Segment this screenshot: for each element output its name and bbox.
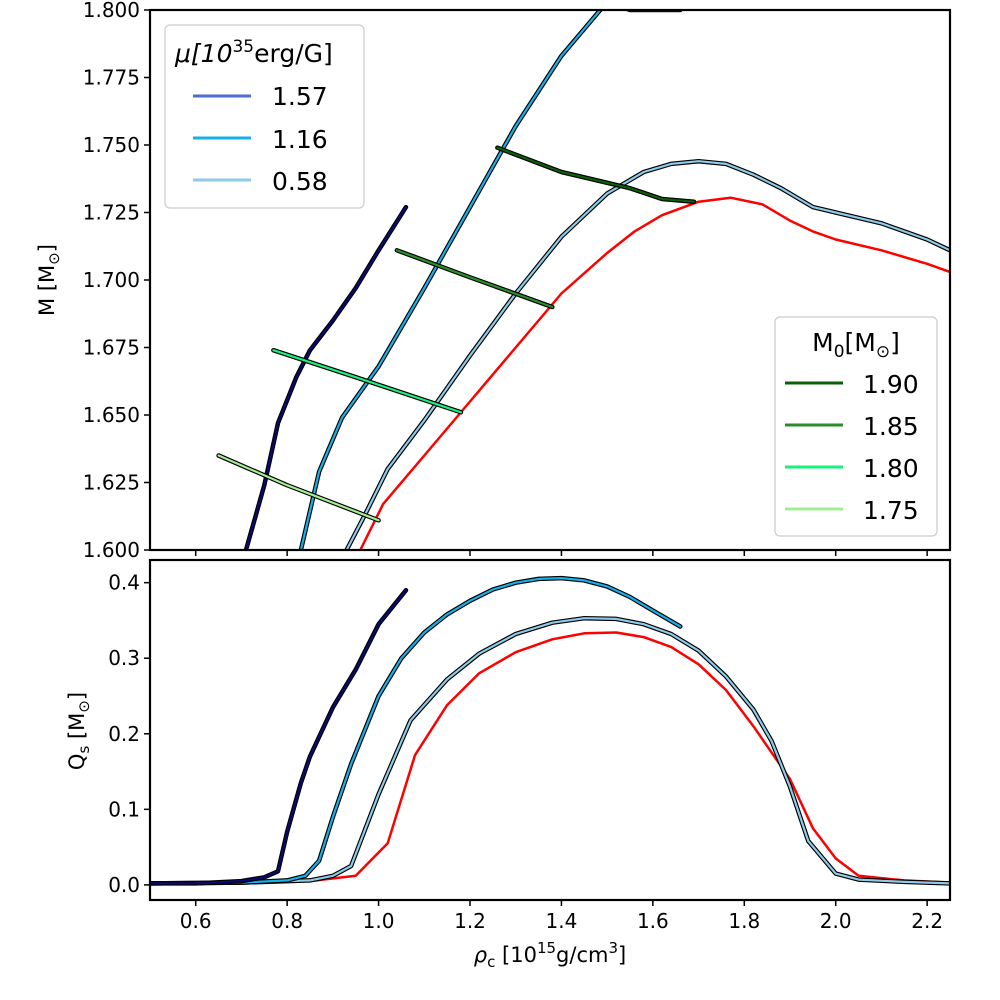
top-y-tick-label: 1.725 <box>83 201 140 225</box>
top-y-axis-label: M [M⊙] <box>35 244 63 316</box>
bottom-x-ticks: 0.6 0.8 1.0 1.2 1.4 1.6 1.8 2.0 2.2 <box>180 900 943 933</box>
x-tick-label: 1.0 <box>363 909 395 933</box>
bottom-panel: 0.0 0.1 0.2 0.3 0.4 0.6 0.8 1.0 1.2 1.4 1.6 1.8 2.0… <box>65 558 952 971</box>
top-y-tick-label: 1.700 <box>83 268 140 292</box>
legend-mu-title: μ[1035erg/G] <box>174 37 333 68</box>
top-series-line-1-57 <box>244 206 408 550</box>
legend-m0-label-1: 1.85 <box>863 412 919 441</box>
bottom-y-tick-label: 0.3 <box>108 646 140 670</box>
bottom-series-group <box>150 575 950 886</box>
bottom-y-tick-label: 0.0 <box>108 873 140 897</box>
top-x-ticks <box>194 550 928 556</box>
bottom-series-line-1-16 <box>150 576 682 885</box>
top-y-tick-label: 1.650 <box>83 403 140 427</box>
bottom-series-line-1-57 <box>150 589 408 885</box>
legend-m0-label-0: 1.90 <box>863 370 919 399</box>
top-series-line-mu-0 <box>359 196 950 550</box>
top-series-line-1-16 <box>299 10 682 550</box>
legend-m0-frame <box>774 316 938 537</box>
bottom-series-line-mu-0 <box>150 631 950 885</box>
legend-m0-label-3: 1.75 <box>863 496 919 525</box>
top-series-line-0-58 <box>345 160 950 550</box>
bottom-y-tick-label: 0.4 <box>108 571 140 595</box>
legend-m0-title: M0[M⊙] <box>812 328 900 362</box>
legend-mu-frame <box>164 24 365 209</box>
x-axis-label: ρc [1015g/cm3] <box>474 939 626 971</box>
legend-mu-label-0: 1.57 <box>272 82 328 111</box>
top-series-line-m0-1-80 <box>272 349 462 414</box>
top-y-tick-label: 1.625 <box>83 471 140 495</box>
x-tick-label: 1.8 <box>728 909 760 933</box>
x-tick-label: 1.2 <box>454 909 486 933</box>
top-series-group <box>216 10 950 550</box>
x-tick-label: 2.0 <box>820 909 852 933</box>
x-tick-label: 1.6 <box>637 909 669 933</box>
legend-m0-label-2: 1.80 <box>863 454 919 483</box>
bottom-y-ticks: 0.0 0.1 0.2 0.3 0.4 <box>108 571 150 897</box>
top-y-tick-label: 1.775 <box>83 66 140 90</box>
legend-mu-label-2: 0.58 <box>272 167 328 196</box>
top-series-line-m0-1-85 <box>395 249 554 309</box>
top-y-tick-label: 1.675 <box>83 336 140 360</box>
bottom-y-axis-label: Qs [M⊙] <box>65 692 93 770</box>
bottom-y-tick-label: 0.1 <box>108 797 140 821</box>
top-panel: 1.600 1.625 1.650 1.675 1.700 1.725 1.750 1.775… <box>35 0 952 562</box>
top-series-line-m0-1-75 <box>217 454 380 522</box>
legend-mu-label-1: 1.16 <box>272 125 328 154</box>
legend-m0: M0[M⊙] 1.90 1.85 1.80 1.75 <box>774 316 938 537</box>
bottom-y-tick-label: 0.2 <box>108 722 140 746</box>
legend-mu: μ[1035erg/G] 1.57 1.16 0.58 <box>164 24 365 209</box>
bottom-series-line-0-58 <box>150 617 950 885</box>
x-tick-label: 2.2 <box>911 909 943 933</box>
top-y-ticks: 1.600 1.625 1.650 1.675 1.700 1.725 1.750 1.775… <box>83 0 150 562</box>
x-tick-label: 0.8 <box>271 909 303 933</box>
x-tick-label: 0.6 <box>180 909 212 933</box>
x-tick-label: 1.4 <box>546 909 578 933</box>
top-series-line-m0-1-90 <box>496 146 696 203</box>
bottom-plot-frame <box>148 558 952 902</box>
top-y-tick-label: 1.800 <box>83 0 140 22</box>
top-y-tick-label: 1.600 <box>83 538 140 562</box>
top-y-tick-label: 1.750 <box>83 133 140 157</box>
